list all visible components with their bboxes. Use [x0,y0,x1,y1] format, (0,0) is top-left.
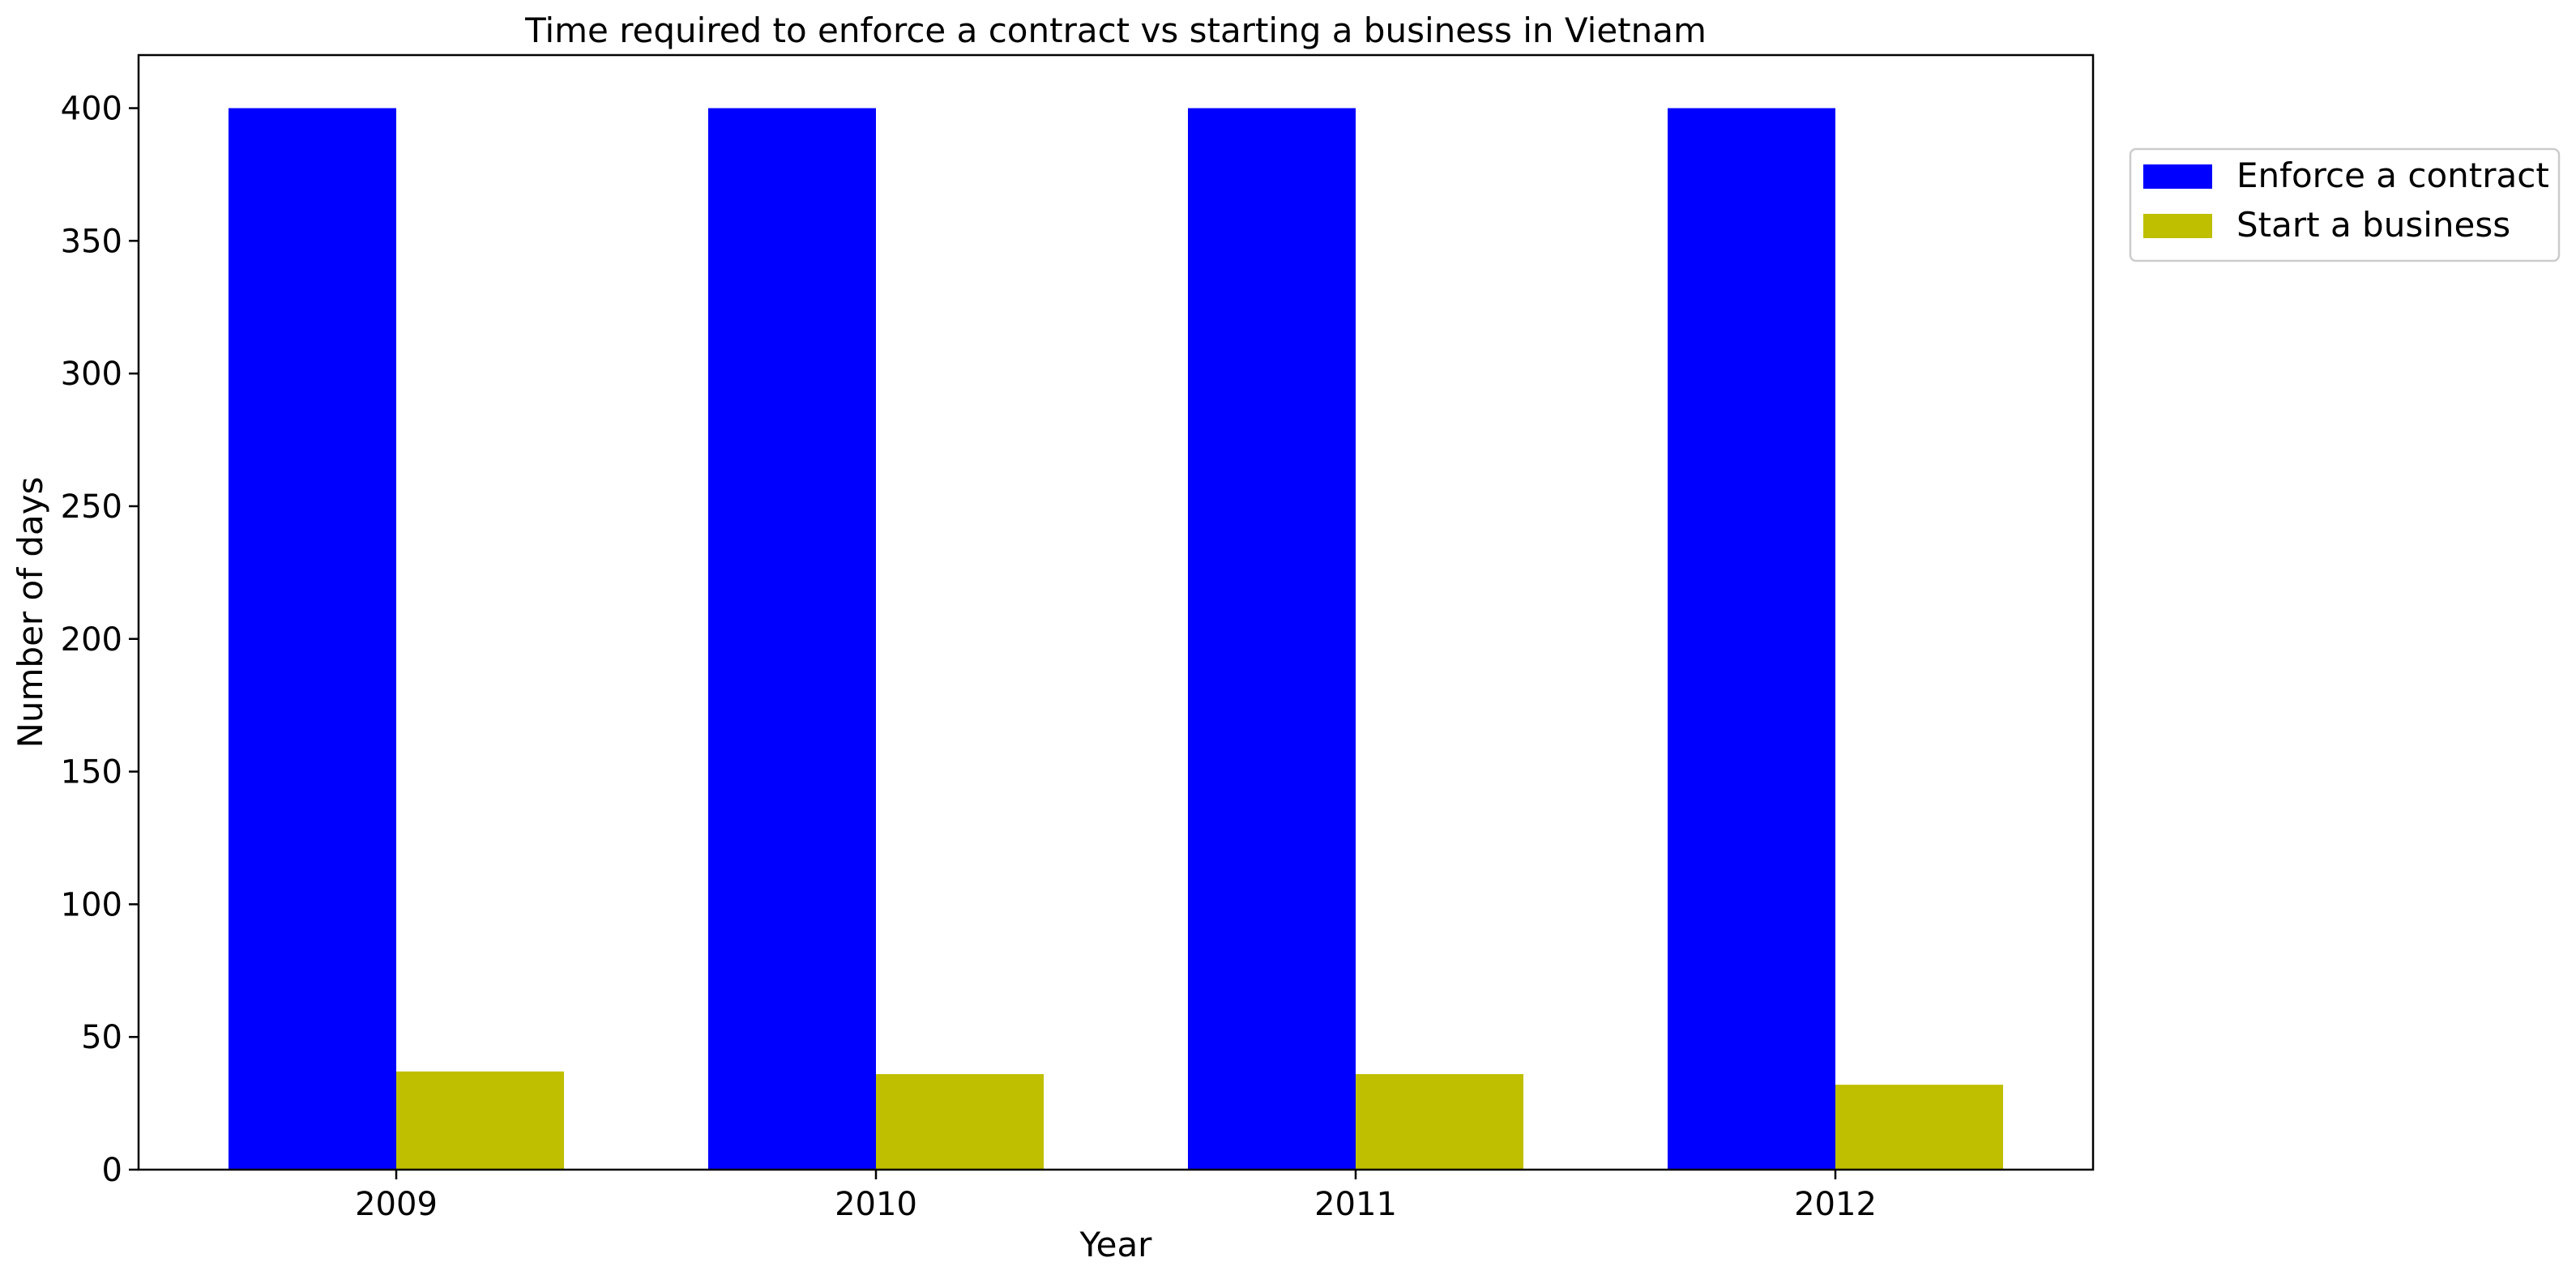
y-tick-label: 300 [61,356,122,393]
bar-enforce-a-contract-2009 [229,108,396,1170]
bar-start-a-business-2009 [396,1071,564,1170]
legend-label: Enforce a contract [2236,156,2549,195]
y-tick-label: 50 [81,1019,122,1056]
y-tick-label: 0 [102,1152,122,1189]
y-axis-label: Number of days [11,476,50,748]
x-tick-label: 2009 [355,1186,438,1223]
bar-enforce-a-contract-2012 [1668,108,1835,1170]
y-tick-label: 400 [61,91,122,128]
bar-start-a-business-2012 [1835,1085,2003,1170]
legend: Enforce a contract Start a business [2129,147,2561,262]
y-tick-label: 250 [61,488,122,526]
y-tick-label: 200 [61,621,122,659]
legend-frame [2129,147,2561,262]
x-tick-label: 2010 [835,1186,917,1223]
legend-label: Start a business [2236,205,2510,245]
x-tick-label: 2012 [1794,1186,1877,1223]
x-tick-label: 2011 [1314,1186,1397,1223]
legend-swatch [2143,164,2212,189]
bar-enforce-a-contract-2011 [1188,108,1356,1170]
chart-title: Time required to enforce a contract vs s… [524,11,1707,50]
x-axis-label: Year [1079,1225,1153,1264]
y-tick-label: 150 [61,754,122,791]
bar-enforce-a-contract-2010 [708,108,876,1170]
plot-area: 2009 2010 2011 2012 0 50 100 150 200 250 300 350 400 [61,91,2003,1223]
y-tick-label: 100 [61,886,122,923]
y-tick-label: 350 [61,223,122,260]
bar-start-a-business-2011 [1356,1074,1523,1170]
legend-swatch [2143,214,2212,238]
bar-start-a-business-2010 [876,1074,1044,1170]
plot-frame [137,53,2095,1171]
